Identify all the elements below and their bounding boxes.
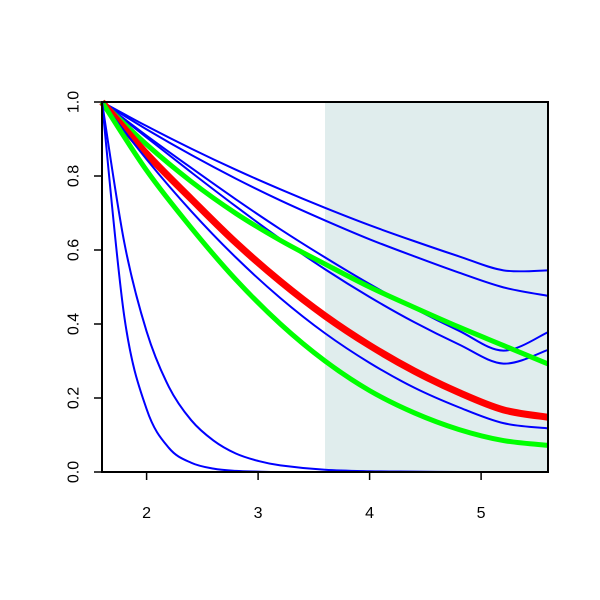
y-tick-label: 0.0 — [66, 461, 83, 483]
y-tick-label: 0.4 — [66, 313, 83, 335]
x-tick-label: 3 — [254, 505, 263, 522]
x-tick-label: 5 — [477, 505, 486, 522]
y-tick-label: 1.0 — [66, 91, 83, 113]
series-line-8 — [99, 100, 549, 448]
y-tick-label: 0.6 — [66, 239, 83, 261]
shaded-region-layer — [325, 102, 548, 472]
series-line-6 — [99, 99, 549, 421]
y-tick-label: 0.2 — [66, 387, 83, 409]
series-line-7 — [101, 101, 549, 430]
x-tick-label: 2 — [142, 505, 151, 522]
series-line-5 — [100, 100, 549, 367]
series-line-2 — [101, 101, 549, 297]
plot-frame — [101, 101, 549, 473]
series-line-1 — [101, 101, 549, 273]
axes-layer: 2 3 4 5 0.0 0.2 0.4 0.6 0.8 1.0 — [66, 91, 549, 522]
series-line-3 — [101, 101, 549, 352]
series-line-4 — [101, 101, 549, 365]
shaded-region — [325, 102, 548, 472]
x-tick-label: 4 — [365, 505, 374, 522]
y-tick-label: 0.8 — [66, 165, 83, 187]
